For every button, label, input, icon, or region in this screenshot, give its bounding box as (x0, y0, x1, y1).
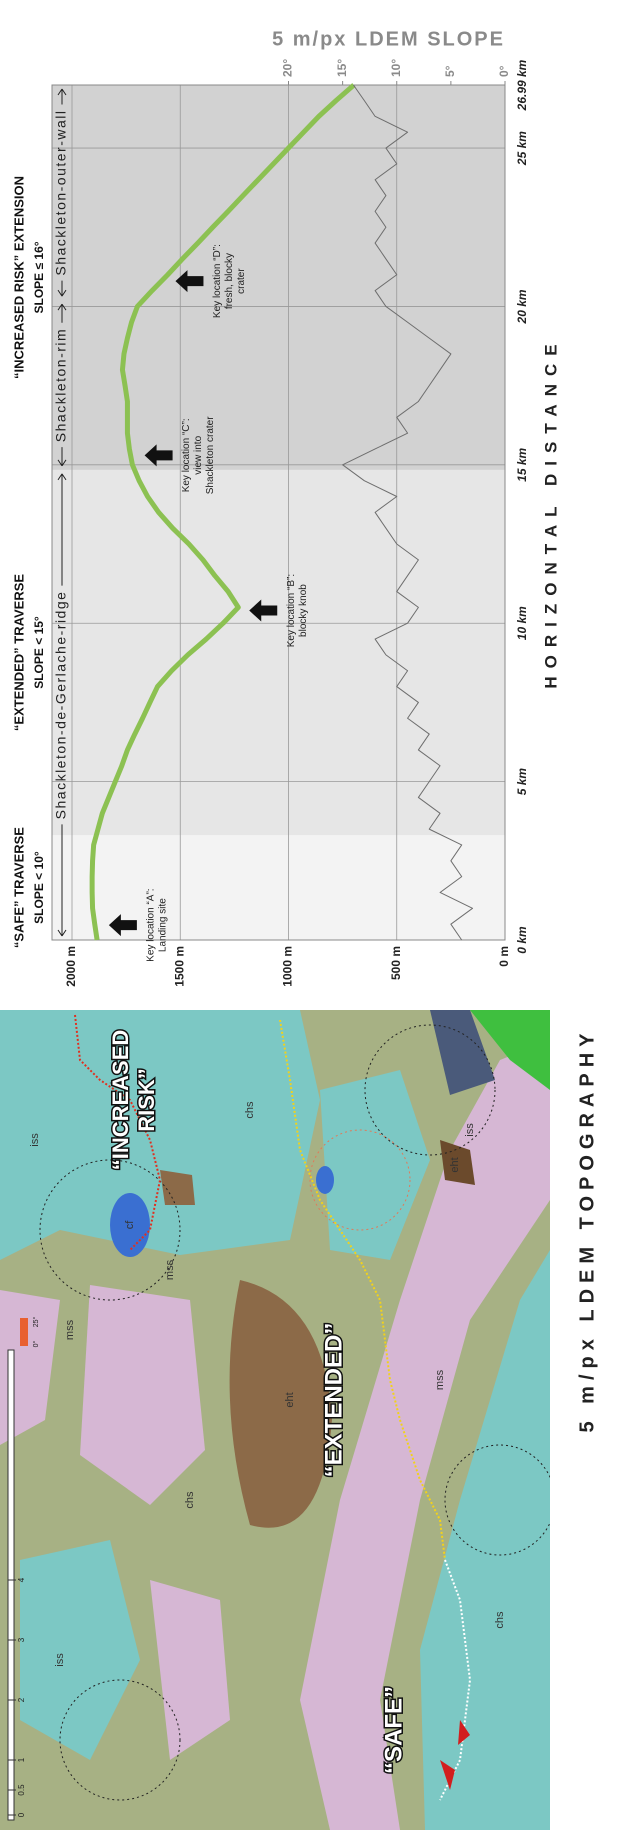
zone-subtitle: SLOPE ≤ 16° (32, 241, 46, 313)
y2-tick-label: 5° (443, 65, 457, 77)
map-unit-label: chs (494, 1611, 506, 1629)
key-label: Shackleton crater (205, 416, 216, 494)
slope-title: 5 m/px LDEM SLOPE (272, 28, 505, 50)
map-label-safe: “SAFE” (380, 1686, 407, 1774)
y-tick-label: 0 m (497, 946, 511, 967)
scale-label: 0 (17, 1812, 26, 1817)
zone-title: “INCREASED RISK” EXTENSION (11, 176, 26, 379)
map-unit-cf (316, 1166, 334, 1194)
map-unit-label: iss (54, 1653, 66, 1667)
map-unit-label: mss (434, 1369, 446, 1390)
map-unit-eht (160, 1170, 195, 1205)
y2-tick-label: 20° (281, 59, 295, 77)
y2-tick-label: 10° (389, 59, 403, 77)
map-unit-label: chs (244, 1101, 256, 1119)
x-tick-label: 15 km (515, 447, 529, 481)
route-label: Shackleton-de-Gerlache-ridge (53, 591, 69, 820)
legend-label: 25° (32, 1317, 40, 1328)
scale-label: 4 (17, 1577, 26, 1582)
map-label-extended: “EXTENDED” (320, 1323, 347, 1478)
route-label: Shackleton-rim (53, 328, 69, 442)
key-label: Key location “D”: (212, 244, 223, 318)
map-title: 5 m/px LDEM TOPOGRAPHY (576, 1027, 598, 1432)
y-tick-label: 1000 m (281, 946, 295, 987)
key-label: blocky knob (298, 584, 309, 637)
y2-tick-label: 0° (497, 65, 511, 77)
map-unit-label: iss (464, 1123, 476, 1137)
legend-swatch (20, 1318, 28, 1346)
scale-label: 3 (17, 1637, 26, 1642)
zone-title: “SAFE” TRAVERSE (11, 827, 26, 948)
profile-chart: “SAFE” TRAVERSE SLOPE < 10° “EXTENDED” TRA… (11, 59, 560, 987)
key-label: crater (236, 268, 247, 294)
scale-bar (8, 1350, 14, 1820)
key-label: Key location “C”: (181, 418, 192, 492)
y-tick-label: 1500 m (172, 946, 186, 987)
zone (52, 470, 505, 835)
page-body: {"chart_data": { "type": "line", "title"… (0, 0, 641, 1830)
y-tick-label: 2000 m (64, 946, 78, 987)
x-tick-label: 10 km (515, 606, 529, 640)
x-tick-label: 20 km (515, 289, 529, 324)
map-unit-label: eht (284, 1392, 296, 1407)
map-unit-label: chs (184, 1491, 196, 1509)
map-label-increased: RISK” (134, 1068, 159, 1132)
zone-title: “EXTENDED” TRAVERSE (11, 574, 26, 732)
zone-subtitle: SLOPE < 15° (32, 616, 46, 689)
route-label: Shackleton-outer-wall (53, 109, 69, 275)
key-label: Key location “B”: (286, 574, 297, 647)
map-unit-label: cf (124, 1220, 136, 1230)
legend-label: 0° (32, 1340, 40, 1347)
y2-tick-label: 15° (335, 59, 349, 77)
map: “SAFE” “EXTENDED” “INCREASED RISK” iss ms… (0, 1010, 555, 1830)
page: Traverse profile and map html, body { ma… (0, 0, 641, 1830)
x-tick-label: 25 km (515, 131, 529, 166)
map-unit-iss (0, 1010, 320, 1260)
figure: 5 m/px LDEM SLOPE “SAFE” “EXTENDED” (0, 0, 641, 1830)
key-label: Key location “A”: (146, 888, 157, 961)
x-tick-label: 5 km (515, 768, 529, 796)
map-unit-label: eht (449, 1157, 461, 1172)
y-tick-label: 500 m (389, 946, 403, 980)
scale-label: 2 (17, 1697, 26, 1702)
zone-subtitle: SLOPE < 10° (32, 851, 46, 924)
x-tick-label: 26.99 km (515, 59, 529, 111)
key-label: Landing site (158, 898, 169, 952)
scale-label: 1 (17, 1757, 26, 1762)
key-label: view into (193, 435, 204, 474)
map-unit-label: mss (64, 1319, 76, 1340)
key-label: fresh, blocky (224, 253, 235, 309)
x-axis-label: HORIZONTAL DISTANCE (541, 336, 560, 688)
x-tick-label: 0 km (515, 926, 529, 954)
map-unit-label: mss (164, 1259, 176, 1280)
map-unit-label: iss (29, 1133, 41, 1147)
map-label-increased: “INCREASED (108, 1030, 133, 1171)
zone (52, 85, 505, 470)
scale-label: 0.5 (17, 1784, 26, 1796)
